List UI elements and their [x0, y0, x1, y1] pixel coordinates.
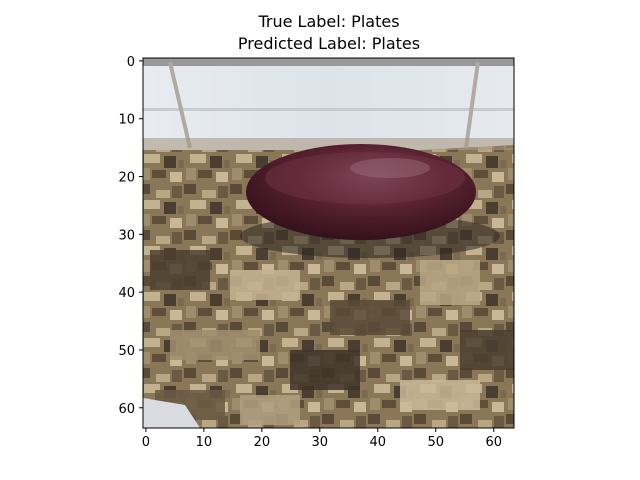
y-tick-label: 60 — [118, 402, 135, 417]
y-axis: 0 10 20 30 40 50 60 — [118, 55, 143, 417]
x-tick-label: 60 — [485, 435, 502, 450]
y-tick-label: 30 — [118, 228, 135, 243]
photo-image — [143, 58, 514, 428]
y-tick-label: 50 — [118, 344, 135, 359]
y-tick-label: 10 — [118, 113, 135, 128]
x-tick-label: 20 — [254, 435, 271, 450]
x-tick-label: 50 — [427, 435, 444, 450]
title-true-label: True Label: Plates — [257, 12, 399, 31]
y-tick-label: 20 — [118, 171, 135, 186]
x-tick-label: 40 — [370, 435, 387, 450]
x-axis: 0 10 20 30 40 50 60 — [142, 428, 502, 450]
x-tick-label: 10 — [196, 435, 213, 450]
title-predicted-label: Predicted Label: Plates — [238, 34, 420, 53]
x-tick-label: 30 — [312, 435, 329, 450]
y-tick-label: 40 — [118, 286, 135, 301]
image-axes — [142, 57, 515, 429]
y-tick-label: 0 — [127, 55, 135, 70]
x-tick-label: 0 — [142, 435, 150, 450]
